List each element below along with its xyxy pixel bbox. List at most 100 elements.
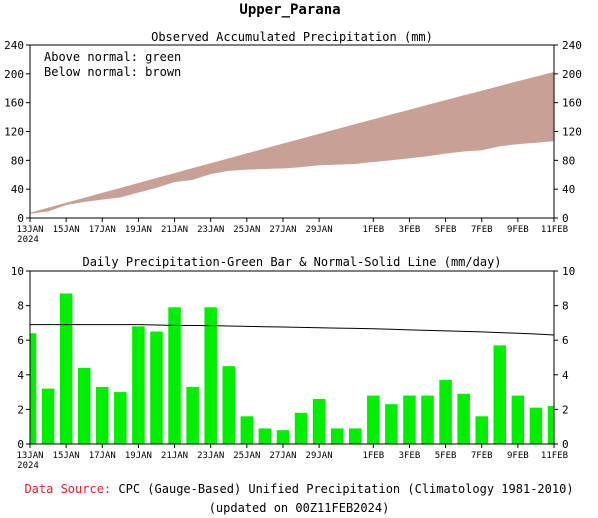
below-normal-area-segment [409,104,428,159]
below-normal-area-segment [120,182,139,198]
daily-y-tick-label-left: 4 [17,369,24,382]
daily-x-tick-label: 11FEB [541,451,568,461]
daily-precipitation-bar [96,386,109,444]
daily-x-tick-label: 1FEB [362,451,384,461]
daily-precipitation-bar [312,399,326,444]
accumulated-x-tick-label: 11FEB [541,225,568,235]
below-normal-area-segment [336,124,356,165]
updated-timestamp: (updated on 00Z11FEB2024) [208,501,390,515]
below-normal-area-segment [47,202,67,212]
daily-precipitation-bar [511,395,525,444]
accumulated-x-tick-label: 29JAN [306,225,333,235]
daily-precipitation-bar [114,392,127,444]
accumulated-x-tick-label: 5FEB [435,225,457,235]
accumulated-y-tick-label-right: 160 [562,97,582,110]
daily-x-tick-label: 5FEB [435,451,457,461]
below-normal-area-segment [29,207,49,214]
accumulated-y-tick-label-left: 40 [11,183,24,196]
daily-precipitation-bar [150,331,163,444]
below-normal-area-segment [101,187,121,200]
daily-precipitation-bar [348,428,362,444]
accumulated-x-tick-label: 25JAN [233,225,260,235]
accumulated-x-tick-label: 13JAN [16,225,43,235]
daily-precipitation-bar [222,366,236,444]
daily-precipitation-bar [475,416,488,444]
daily-precipitation-bar [168,307,181,444]
below-normal-area-segment [481,85,501,151]
daily-chart-title: Daily Precipitation-Green Bar & Normal-S… [82,255,501,269]
daily-y-tick-label-left: 10 [11,265,24,278]
daily-precipitation-bar [294,412,308,444]
daily-y-tick-label-left: 8 [17,300,24,313]
daily-precipitation-bar [421,395,434,444]
daily-x-tick-label: 27JAN [269,451,296,461]
accumulated-y-tick-label-left: 80 [11,154,24,167]
daily-y-tick-label-left: 0 [17,438,24,451]
accumulated-x-year-label: 2024 [17,235,39,245]
daily-x-tick-label: 9FEB [507,451,529,461]
accumulated-x-tick-label: 19JAN [125,225,152,235]
figure-title: Upper_Parana [239,2,340,18]
daily-precipitation-chart: Daily Precipitation-Green Bar & Normal-S… [11,255,576,471]
accumulated-y-tick-label-left: 200 [4,68,24,81]
below-normal-area-segment [83,192,103,202]
accumulated-y-tick-label-right: 120 [562,126,582,139]
daily-precipitation-bar [529,407,543,444]
daily-precipitation-bar [276,430,290,444]
normal-precipitation-line [30,324,555,336]
accumulated-y-tick-label-right: 240 [562,39,582,52]
daily-precipitation-bar [330,428,344,444]
below-normal-area-segment [499,81,519,147]
daily-plot-area [30,293,555,444]
below-normal-area-segment [246,148,266,170]
daily-precipitation-bar [132,326,145,444]
accumulated-y-tick-label-left: 160 [4,97,24,110]
below-normal-area-segment [210,158,230,175]
accumulated-x-tick-label: 1FEB [362,225,384,235]
daily-plot-frame [29,270,555,445]
daily-precipitation-bar [547,405,554,444]
legend-above-normal: Above normal: green [44,50,181,64]
daily-x-tick-label: 17JAN [89,451,116,461]
accumulated-y-tick-label-right: 80 [562,154,575,167]
daily-y-tick-label-right: 4 [562,369,569,382]
daily-precipitation-bar [41,388,55,444]
daily-x-tick-label: 19JAN [125,451,152,461]
accumulated-plot-area [29,71,555,214]
daily-x-year-label: 2024 [17,461,39,471]
accumulated-x-tick-label: 15JAN [53,225,80,235]
below-normal-area-segment [373,114,392,162]
daily-x-tick-label: 7FEB [471,451,493,461]
daily-x-tick-label: 21JAN [161,451,188,461]
daily-precipitation-bar [457,393,470,444]
below-normal-area-segment [282,138,302,169]
daily-precipitation-bar [403,395,416,444]
accumulated-x-tick-label: 9FEB [507,225,529,235]
below-normal-area-segment [228,153,248,171]
daily-x-tick-label: 25JAN [233,451,260,461]
accumulated-y-tick-label-right: 200 [562,68,582,81]
accumulated-y-tick-label-right: 0 [562,212,569,225]
daily-y-tick-label-right: 6 [562,334,569,347]
accumulated-x-tick-label: 21JAN [161,225,188,235]
below-normal-area-segment [354,119,374,164]
below-normal-area-segment [192,163,211,180]
below-normal-area-segment [517,76,537,145]
daily-precipitation-bar [493,345,507,444]
accumulated-x-tick-label: 7FEB [471,225,493,235]
below-normal-area-segment [174,168,193,183]
daily-precipitation-bar [439,379,452,444]
data-source-label: Data Source: [24,482,112,496]
accumulated-y-tick-label-left: 240 [4,39,24,52]
daily-x-tick-label: 23JAN [197,451,224,461]
below-normal-area-segment [535,71,555,143]
daily-x-tick-label: 15JAN [53,451,80,461]
data-source-text: CPC (Gauge-Based) Unified Precipitation … [118,482,574,496]
below-normal-area-segment [463,90,483,152]
accumulated-precipitation-chart: Observed Accumulated Precipitation (mm) … [4,30,582,245]
below-normal-area-segment [65,197,85,206]
accumulated-y-tick-label-left: 0 [17,212,24,225]
daily-y-tick-label-right: 10 [562,265,575,278]
accumulated-y-tick-label-left: 120 [4,126,24,139]
